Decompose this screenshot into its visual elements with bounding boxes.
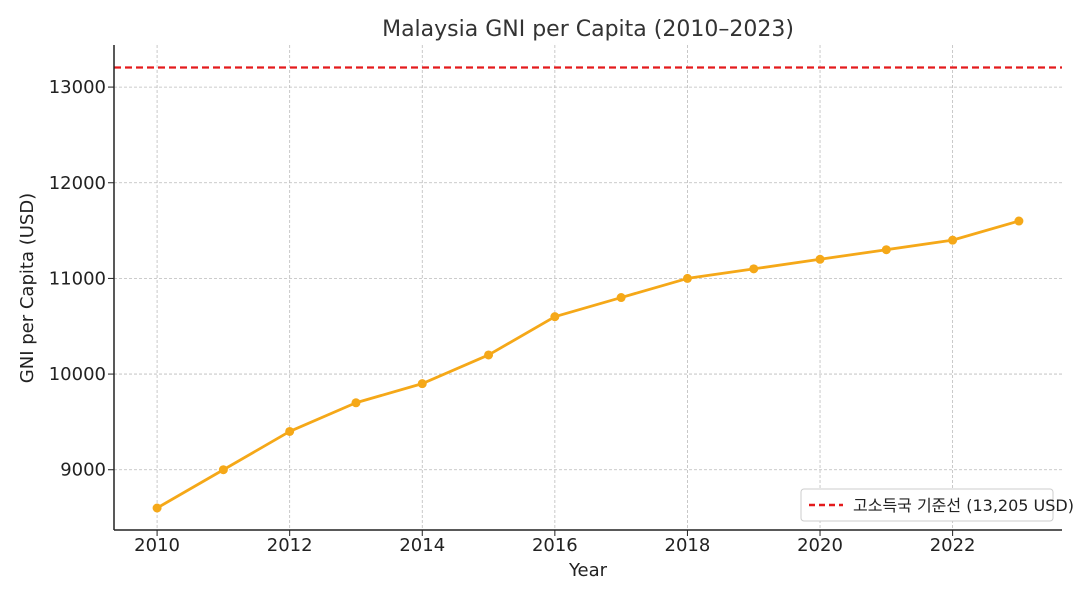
data-point[interactable] (285, 426, 295, 436)
y-tick-label: 12000 (49, 173, 106, 194)
chart-title: Malaysia GNI per Capita (2010–2023) (382, 17, 794, 42)
y-tick-label: 10000 (49, 364, 106, 385)
x-tick-label: 2016 (532, 535, 578, 556)
series-group (152, 216, 1024, 513)
data-point[interactable] (417, 379, 427, 389)
data-point[interactable] (351, 398, 361, 408)
data-point[interactable] (815, 254, 825, 264)
legend: 고소득국 기준선 (13,205 USD) (800, 488, 1074, 522)
legend-label-reference-line: 고소득국 기준선 (13,205 USD) (853, 496, 1074, 515)
tick-labels: 2010 2012 2014 2016 2018 2020 2022 9000 10000 110… (49, 77, 976, 556)
legend-box (800, 488, 1054, 522)
data-point[interactable] (550, 312, 560, 322)
y-tick-label: 11000 (49, 268, 106, 289)
x-axis-label: Year (568, 560, 608, 581)
data-point[interactable] (682, 273, 692, 283)
x-tick-label: 2020 (797, 535, 843, 556)
data-point[interactable] (218, 465, 228, 475)
data-point[interactable] (1014, 216, 1024, 226)
series-line (155, 219, 1021, 510)
grid (114, 45, 1062, 530)
x-tick-label: 2022 (930, 535, 976, 556)
y-tick-label: 9000 (60, 460, 106, 481)
x-tick-label: 2018 (665, 535, 711, 556)
data-point[interactable] (948, 235, 958, 245)
y-tick-label: 13000 (49, 77, 106, 98)
axes (108, 45, 1062, 536)
data-point[interactable] (881, 245, 891, 255)
data-point[interactable] (152, 503, 162, 513)
data-point[interactable] (616, 293, 626, 303)
data-point[interactable] (749, 264, 759, 274)
x-tick-label: 2010 (134, 535, 180, 556)
y-axis-label: GNI per Capita (USD) (17, 193, 38, 383)
x-tick-label: 2014 (399, 535, 445, 556)
data-point[interactable] (484, 350, 494, 360)
x-tick-label: 2012 (267, 535, 313, 556)
